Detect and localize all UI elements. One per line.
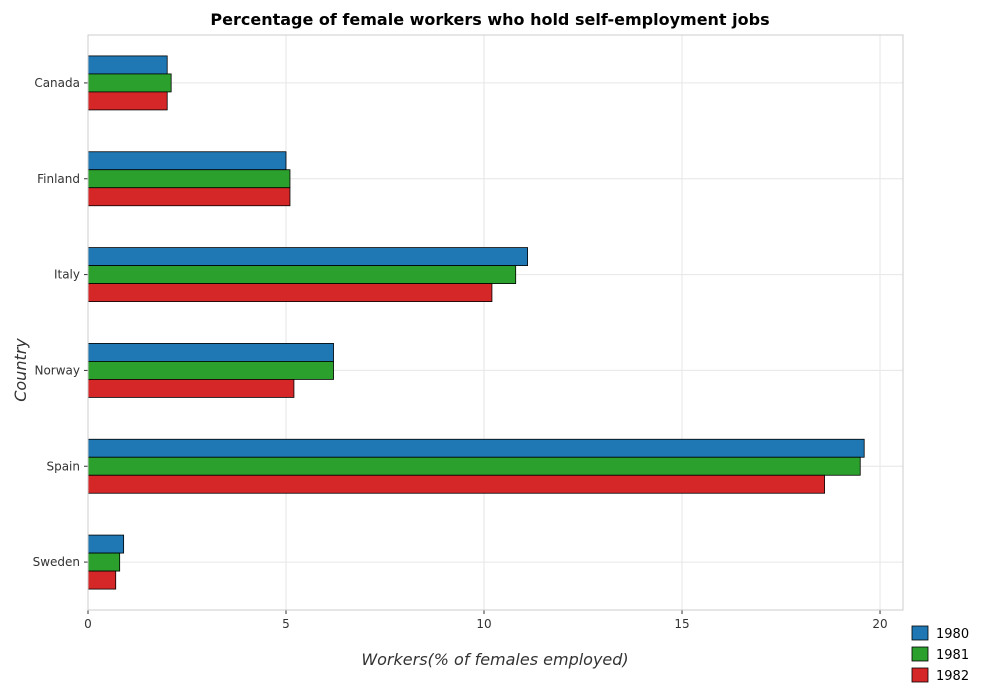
bars [87,55,865,590]
category-label: Spain [46,459,80,473]
legend-label: 1981 [936,648,969,663]
legend-swatch [911,667,929,683]
bar-1980-sweden [87,534,125,554]
bar-1980-spain [87,438,865,458]
x-tick-label: 0 [84,617,92,631]
legend-swatch [911,646,929,662]
bar-1982-norway [87,379,295,398]
bar-1982-canada [87,91,168,111]
bar-1981-canada [87,73,172,93]
grid [87,35,903,610]
category-label: Italy [54,268,80,282]
bar-1982-spain [87,474,825,494]
bar-1981-norway [87,361,334,380]
legend: 1980 1981 1982 [911,625,969,684]
bar-1980-italy [87,247,528,266]
legend-swatch [911,625,929,641]
y-axis-label: Country [11,338,30,402]
chart-title: Percentage of female workers who hold se… [210,10,769,29]
x-axis-label: Workers(% of females employed) [361,650,628,669]
bar-1981-sweden [87,552,121,572]
legend-label: 1982 [936,669,969,684]
bar-1980-finland [87,151,287,171]
x-tick-label: 15 [674,617,689,631]
bar-1982-finland [87,187,291,207]
category-label: Finland [37,172,80,186]
bar-1980-norway [87,343,334,362]
bar-1980-canada [87,55,168,75]
bar-1982-italy [87,283,493,302]
plot-frame [87,34,904,611]
x-tick-label: 5 [282,617,290,631]
bar-1981-spain [87,456,861,476]
category-label: Canada [34,76,80,90]
x-tick-label: 10 [476,617,491,631]
bar-1981-finland [87,169,291,189]
bar-1981-italy [87,265,517,284]
axes: 0 5 10 15 20 Canada Finland Italy Norway Spain Swe… [33,34,904,631]
category-label: Norway [34,363,80,377]
legend-label: 1980 [936,627,969,642]
category-label: Sweden [33,555,80,569]
x-tick-label: 20 [872,617,887,631]
bar-1982-sweden [87,570,117,590]
